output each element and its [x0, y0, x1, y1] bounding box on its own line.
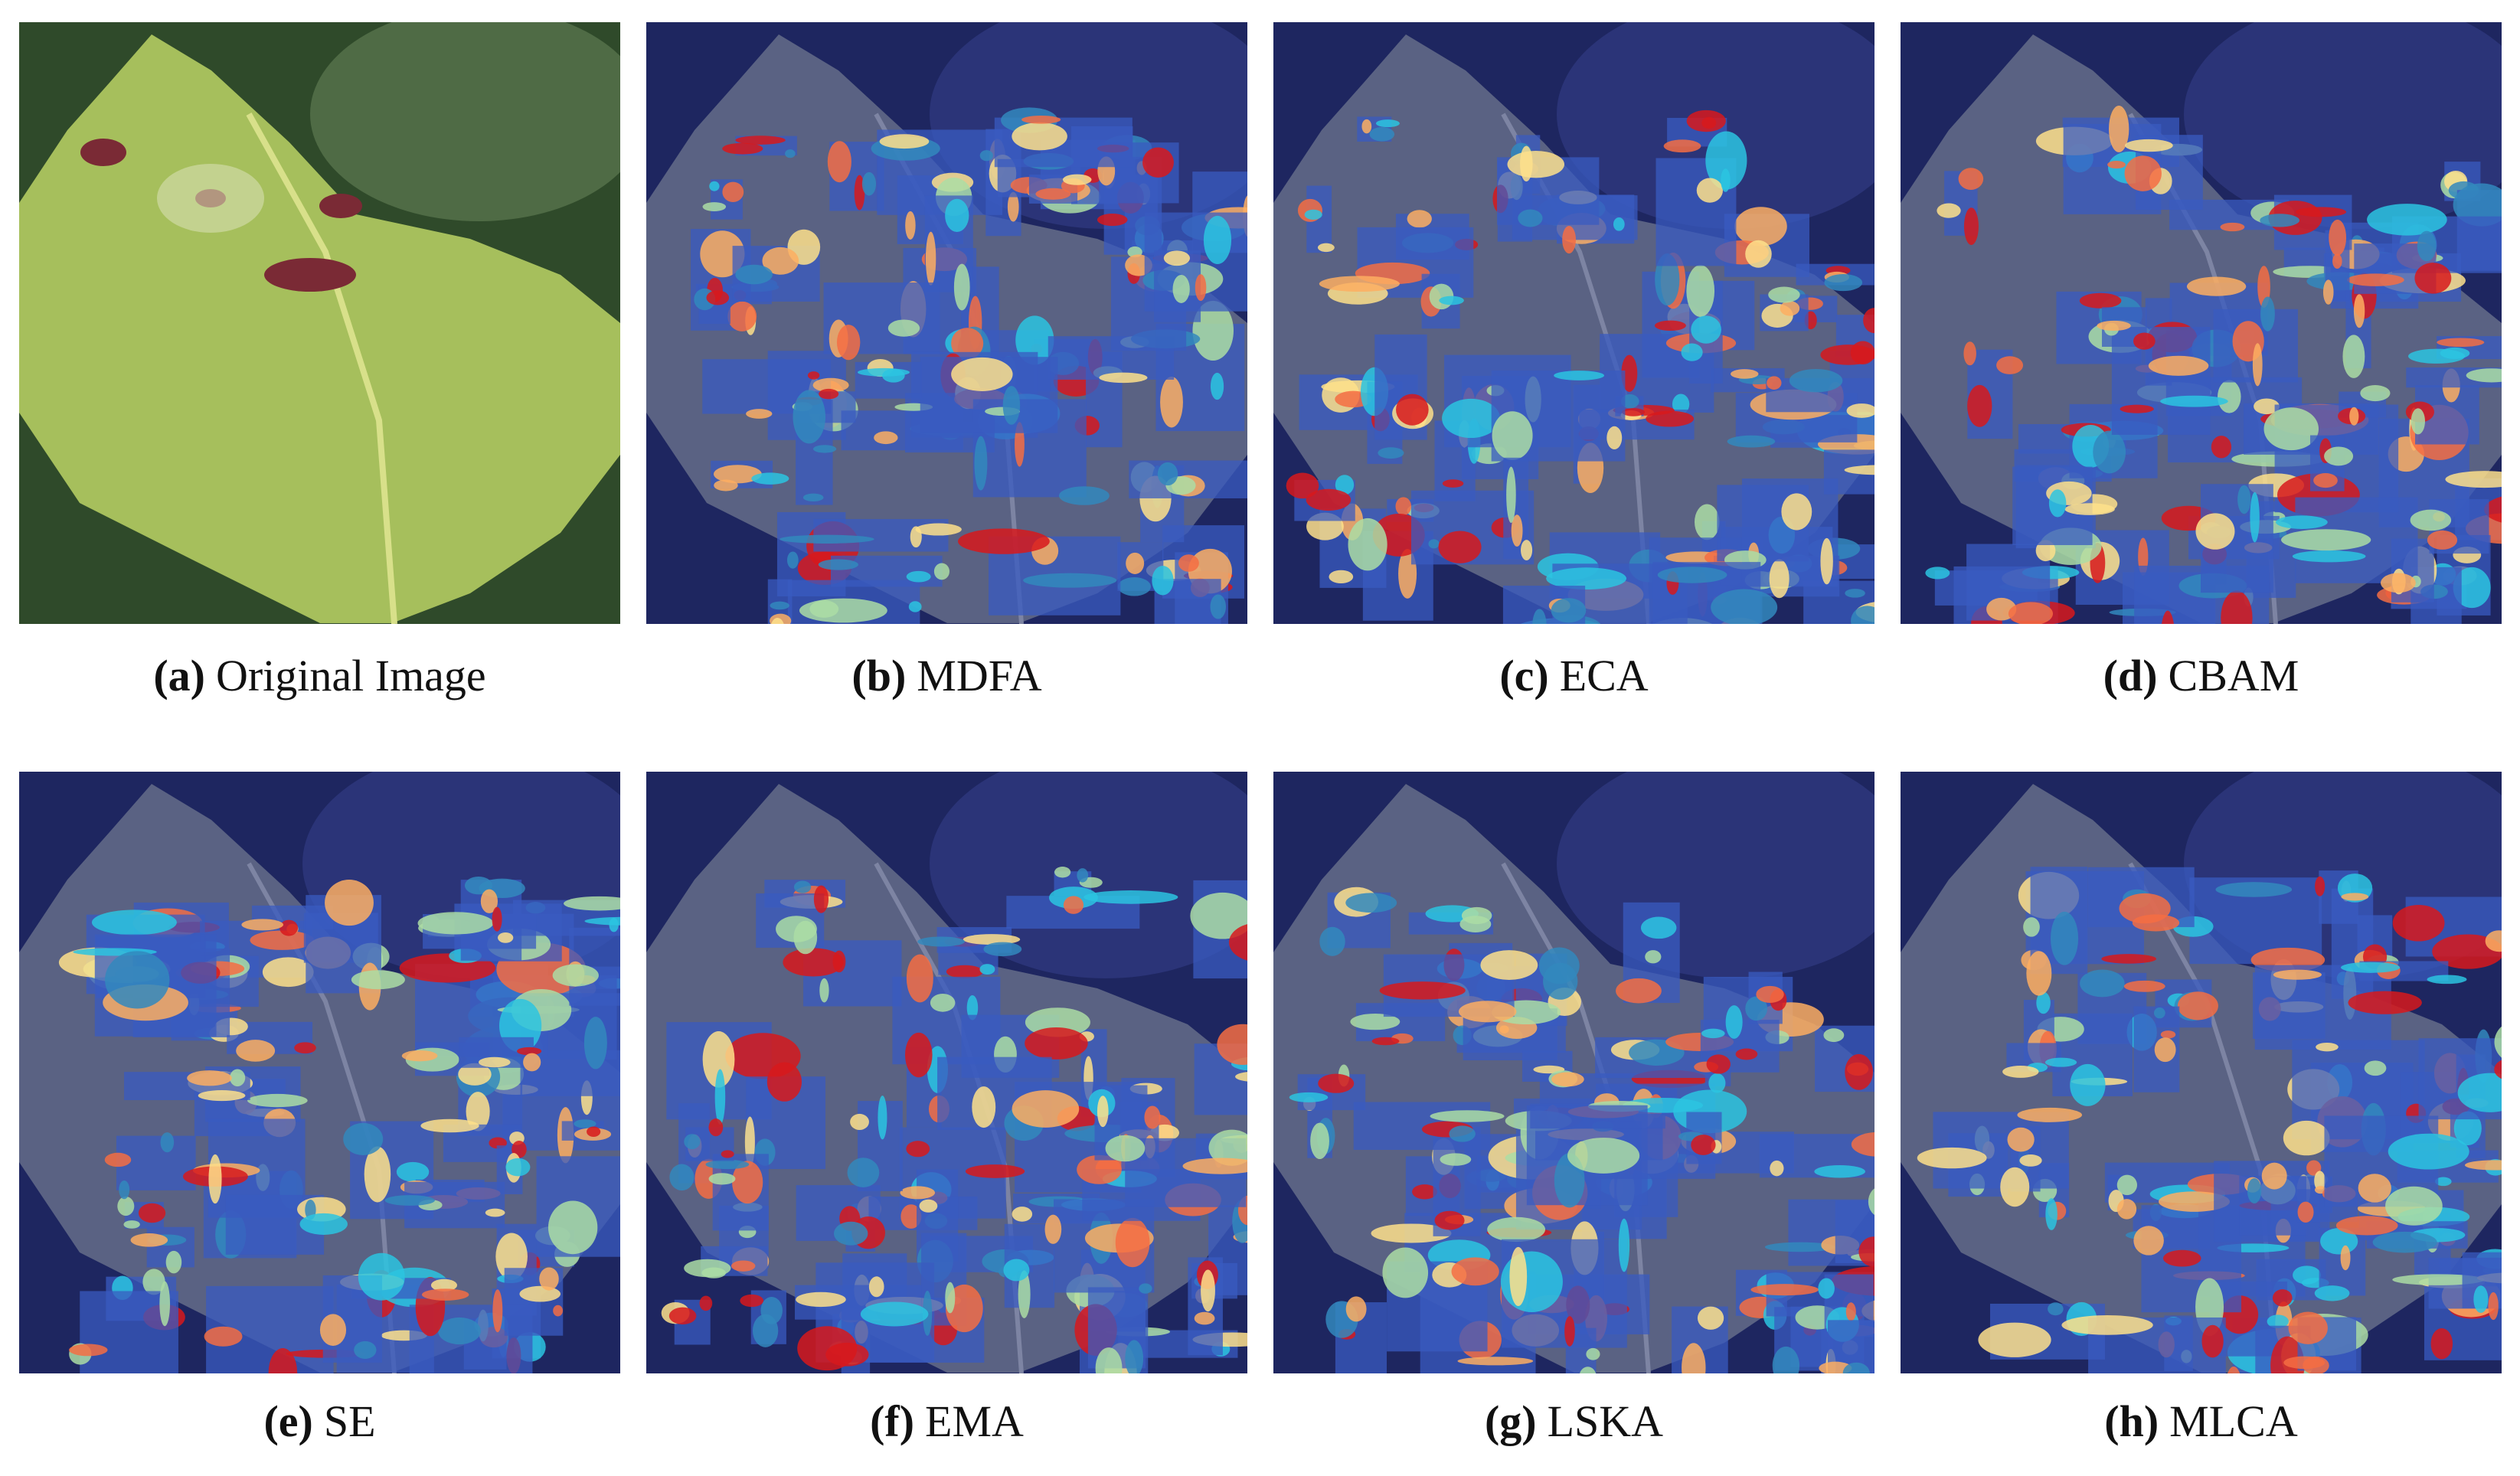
panel-label: (a) — [153, 651, 205, 700]
panel: (f) EMA — [646, 772, 1247, 1446]
panel-label: (d) — [2103, 651, 2158, 700]
caption: (f) EMA — [600, 1396, 1293, 1447]
heatmap-image — [1273, 772, 1874, 1373]
panel-caption: EMA — [925, 1396, 1024, 1446]
heatmap-image — [646, 22, 1247, 624]
panel-caption: CBAM — [2168, 651, 2299, 700]
heatmap-image — [1901, 22, 2502, 624]
panel: (h) MLCA — [1901, 772, 2502, 1446]
panel-caption: MLCA — [2169, 1396, 2298, 1446]
panel: (d) CBAM — [1901, 22, 2502, 700]
panel-label: (h) — [2104, 1396, 2159, 1446]
panel: (e) SE — [19, 772, 620, 1446]
panel-label: (c) — [1499, 651, 1549, 700]
heatmap-image — [1273, 22, 1874, 624]
caption: (g) LSKA — [1227, 1396, 1920, 1447]
heatmap-image — [646, 772, 1247, 1373]
leaf-photo — [19, 22, 620, 624]
caption: (h) MLCA — [1855, 1396, 2520, 1447]
panel: (g) LSKA — [1273, 772, 1874, 1446]
panel-label: (b) — [851, 651, 907, 700]
heatmap-image — [1901, 772, 2502, 1373]
panel-label: (e) — [263, 1396, 313, 1446]
caption: (d) CBAM — [1855, 650, 2520, 701]
caption: (e) SE — [0, 1396, 666, 1447]
heatmap-image — [19, 772, 620, 1373]
panel-label: (f) — [870, 1396, 915, 1446]
panel-caption: SE — [323, 1396, 376, 1446]
caption: (b) MDFA — [600, 650, 1293, 701]
caption: (c) ECA — [1227, 650, 1920, 701]
panel: (c) ECA — [1273, 22, 1874, 700]
panel-caption: ECA — [1559, 651, 1649, 700]
panel: (a) Original Image — [19, 22, 620, 700]
panel-caption: LSKA — [1547, 1396, 1664, 1446]
panel-label: (g) — [1484, 1396, 1537, 1446]
panel: (b) MDFA — [646, 22, 1247, 700]
panel-caption: Original Image — [215, 651, 486, 700]
panel-caption: MDFA — [917, 651, 1042, 700]
caption: (a) Original Image — [0, 650, 666, 701]
